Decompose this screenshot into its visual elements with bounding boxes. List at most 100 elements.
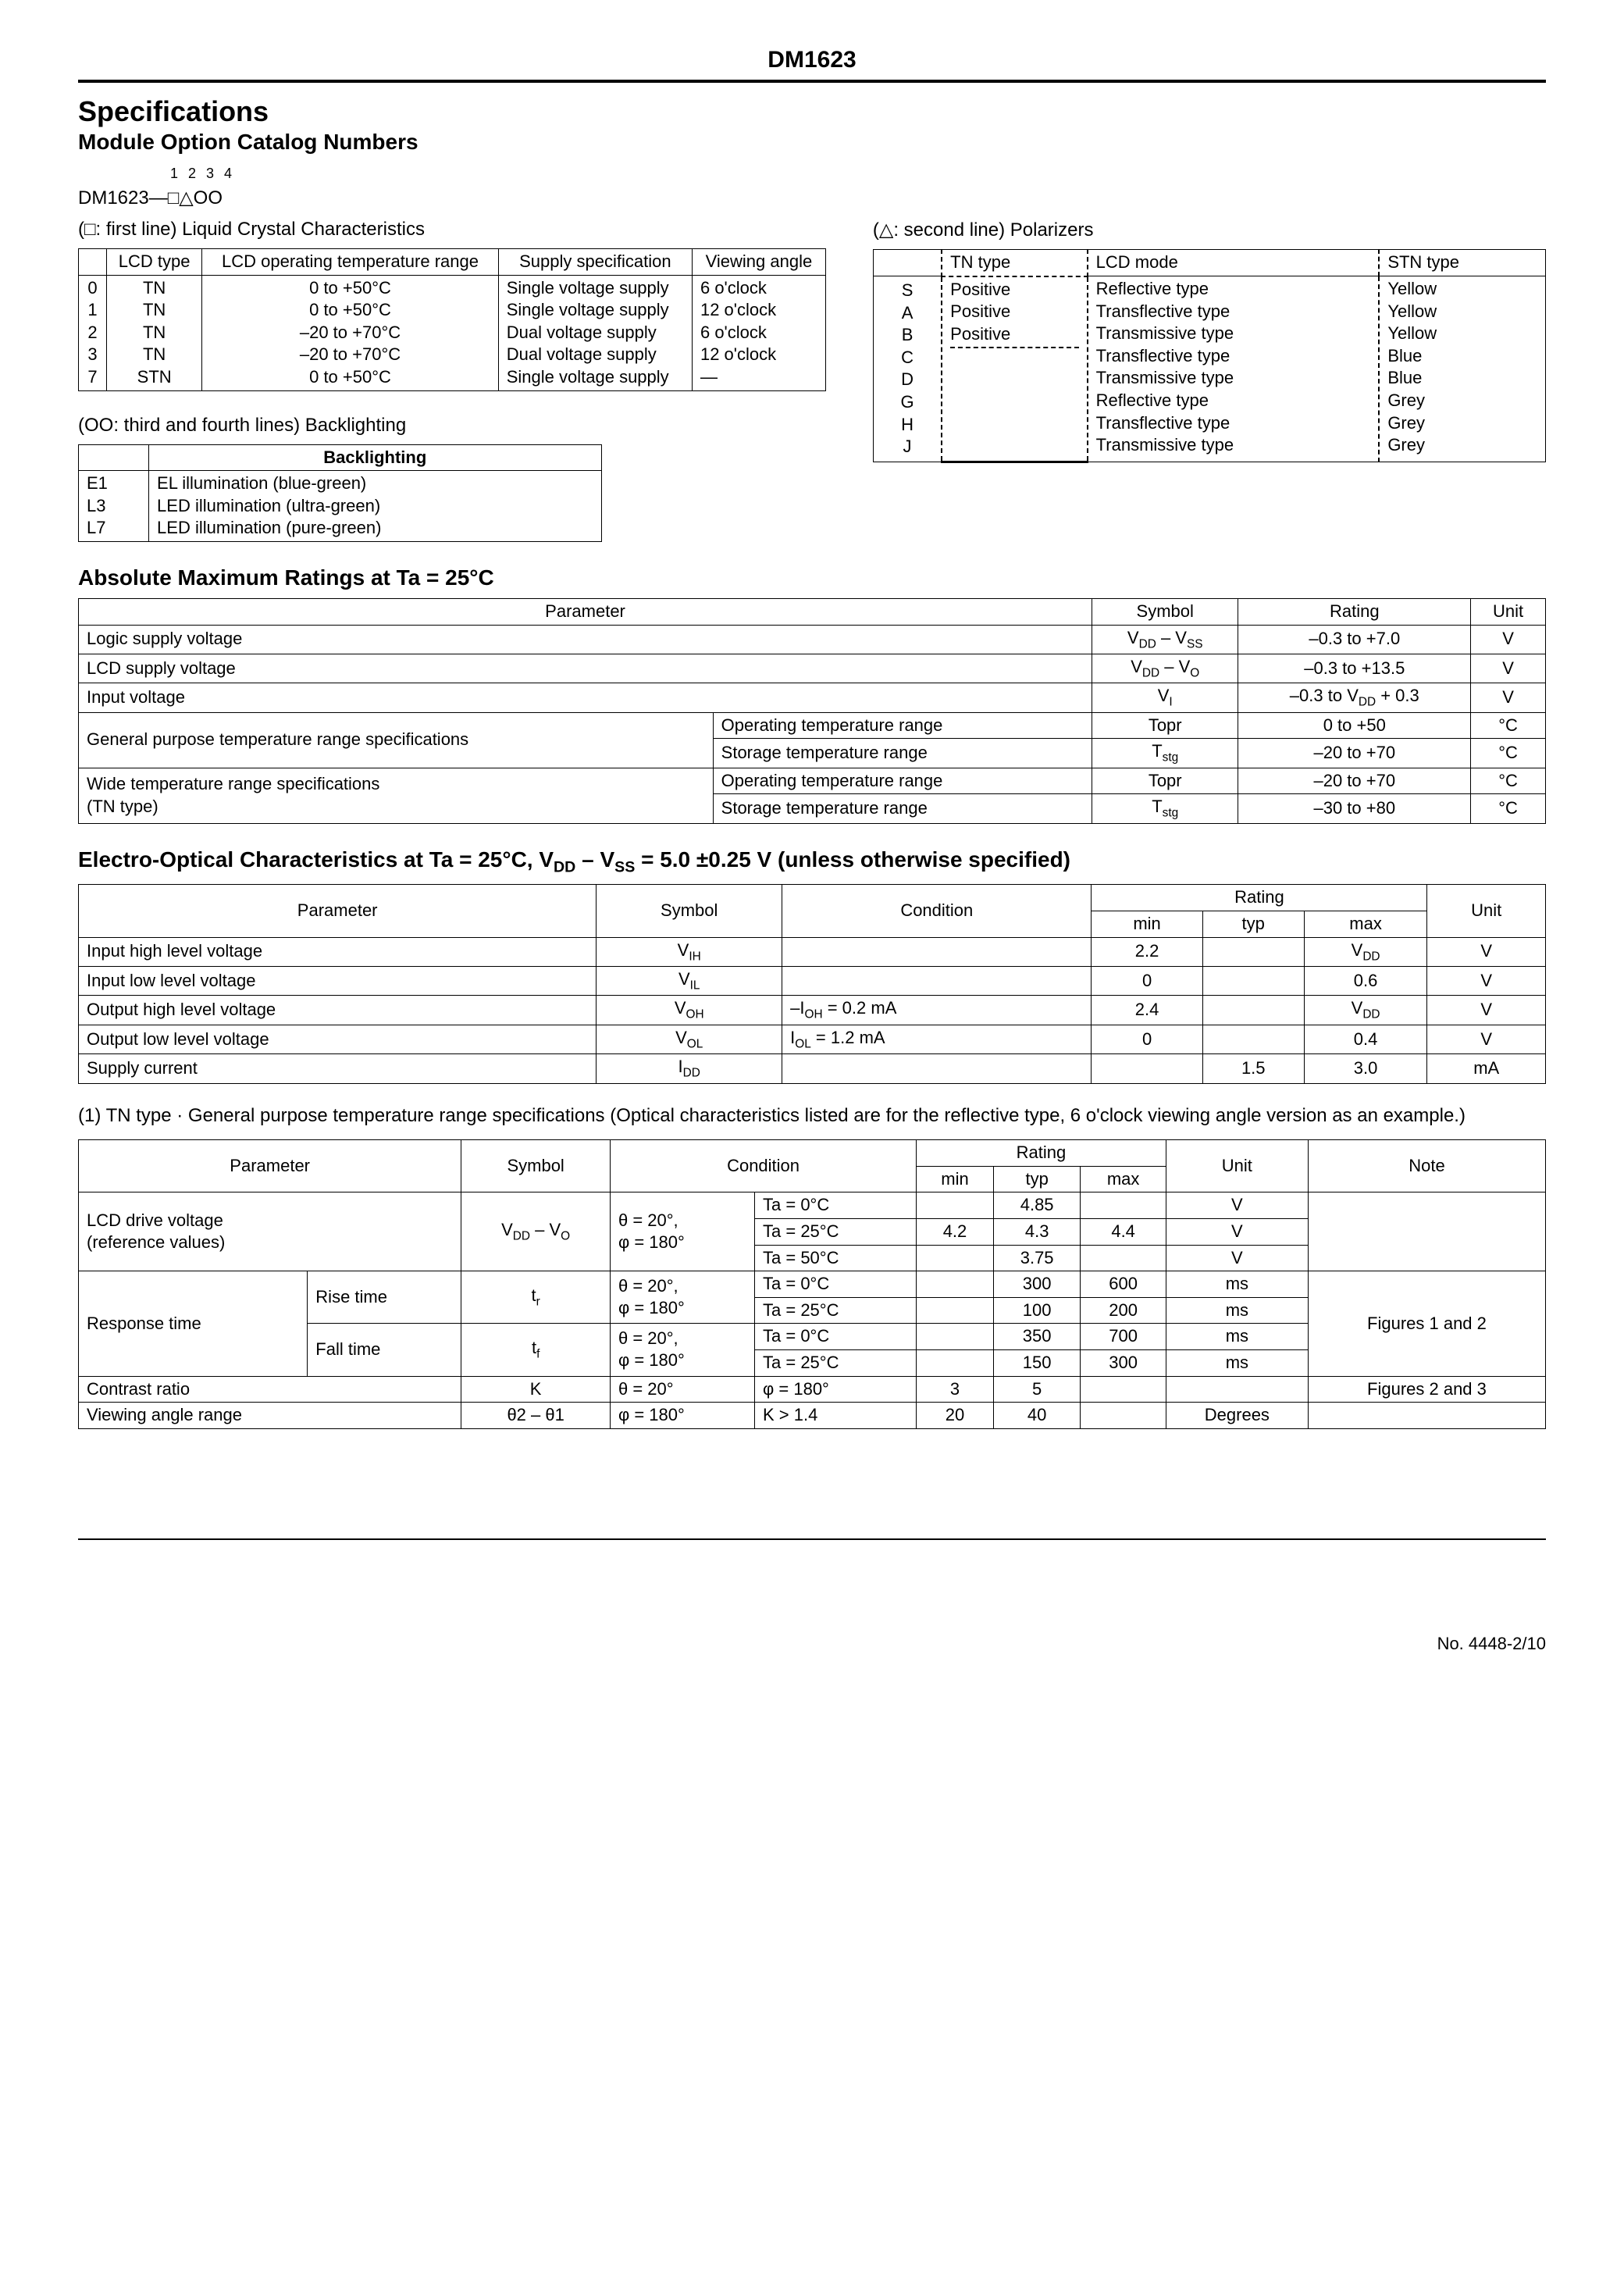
eo2-typ: 300	[993, 1271, 1081, 1298]
abs-rating: –20 to +70	[1238, 739, 1471, 768]
eo2-unit: V	[1166, 1218, 1308, 1245]
eo2-unit: ms	[1166, 1297, 1308, 1324]
eo1-param: Supply current	[79, 1054, 597, 1083]
abs-unit: °C	[1471, 739, 1546, 768]
abs-param: Logic supply voltage	[79, 625, 1092, 654]
eo2-cond-temp: Ta = 25°C	[755, 1218, 917, 1245]
eo2-max: 700	[1081, 1324, 1166, 1350]
eo2-min: 20	[917, 1403, 994, 1429]
eo1-min: 0	[1092, 1025, 1202, 1053]
abs-unit: °C	[1471, 712, 1546, 739]
lcd-key: 0	[87, 277, 98, 300]
eo1-max: VDD	[1304, 996, 1427, 1025]
eo2-cond-temp: Ta = 50°C	[755, 1245, 917, 1271]
eo2-param: Contrast ratio	[79, 1376, 461, 1403]
eo2-max: 600	[1081, 1271, 1166, 1298]
eo1-sym: VOL	[597, 1025, 782, 1053]
lcd-supply: Single voltage supply	[507, 299, 684, 322]
abs-rating: –0.3 to +7.0	[1238, 625, 1471, 654]
catalog-digits: 1 2 3 4	[170, 166, 1624, 182]
eo2-param: Response time	[79, 1271, 308, 1376]
lcd-characteristics-table: LCD type LCD operating temperature range…	[78, 248, 826, 391]
pol-tn: Positive	[950, 323, 1078, 349]
eo2-sh-min: min	[917, 1166, 994, 1192]
eo1-min: 2.4	[1092, 996, 1202, 1025]
pol-h3: STN type	[1379, 250, 1545, 276]
eo1-h-param: Parameter	[79, 885, 597, 937]
eo2-unit: ms	[1166, 1271, 1308, 1298]
eo2-cond-angle: θ = 20°,φ = 180°	[610, 1324, 754, 1376]
lcd-temp: –20 to +70°C	[210, 344, 490, 366]
eo2-max: 200	[1081, 1297, 1166, 1324]
lcd-key: 7	[87, 366, 98, 389]
eo1-h-rating: Rating	[1092, 885, 1427, 911]
eo2-cond-temp: Ta = 0°C	[755, 1324, 917, 1350]
eo2-cond-temp: Ta = 25°C	[755, 1349, 917, 1376]
pol-stn: Grey	[1387, 390, 1537, 412]
eo1-sh-max: max	[1304, 911, 1427, 937]
eo2-h-note: Note	[1308, 1140, 1545, 1192]
eo1-min: 2.2	[1092, 937, 1202, 966]
eo2-note: Figures 1 and 2	[1308, 1271, 1545, 1376]
eo1-max: 3.0	[1304, 1054, 1427, 1083]
abs-sym: VI	[1092, 683, 1238, 712]
eo2-param: Viewing angle range	[79, 1403, 461, 1429]
eo1-unit: mA	[1427, 1054, 1546, 1083]
abs-sub: Storage temperature range	[713, 794, 1092, 823]
eo1-unit: V	[1427, 1025, 1546, 1053]
eo2-typ: 4.85	[993, 1192, 1081, 1219]
section-title-absolute-max: Absolute Maximum Ratings at Ta = 25°C	[78, 565, 1546, 590]
eo1-h-unit: Unit	[1427, 885, 1546, 937]
abs-param: Input voltage	[79, 683, 1092, 712]
section-title-specifications: Specifications	[78, 95, 1546, 128]
eo1-sym: VIL	[597, 966, 782, 995]
lcd-view: 12 o'clock	[700, 299, 817, 322]
abs-rating: –30 to +80	[1238, 794, 1471, 823]
pol-stn: Yellow	[1387, 323, 1537, 345]
lcd-supply: Dual voltage supply	[507, 322, 684, 344]
caption-backlighting: (OO: third and fourth lines) Backlightin…	[78, 415, 826, 437]
eo2-sym: K	[461, 1376, 611, 1403]
pol-key: A	[885, 302, 930, 325]
abs-unit: °C	[1471, 768, 1546, 794]
lcd-temp: 0 to +50°C	[210, 366, 490, 389]
eo2-typ: 350	[993, 1324, 1081, 1350]
eo1-unit: V	[1427, 937, 1546, 966]
eo1-sym: VIH	[597, 937, 782, 966]
lcd-type: TN	[115, 322, 194, 344]
backlighting-table: Backlighting E1 L3 L7 EL illumination (b…	[78, 444, 602, 542]
abs-unit: °C	[1471, 794, 1546, 823]
eo2-sym: θ2 – θ1	[461, 1403, 611, 1429]
abs-rating: –0.3 to +13.5	[1238, 654, 1471, 683]
lcd-supply: Dual voltage supply	[507, 344, 684, 366]
eo1-param: Output high level voltage	[79, 996, 597, 1025]
eo2-h-rating: Rating	[917, 1140, 1166, 1167]
abs-param: LCD supply voltage	[79, 654, 1092, 683]
eo2-sym: VDD – VO	[461, 1192, 611, 1271]
lcd-h4: Viewing angle	[692, 249, 825, 276]
abs-sub: Operating temperature range	[713, 712, 1092, 739]
eo2-note: Figures 2 and 3	[1308, 1376, 1545, 1403]
lcd-h0	[79, 249, 107, 276]
pol-mode: Transflective type	[1096, 412, 1371, 435]
lcd-view: 6 o'clock	[700, 277, 817, 300]
eo2-typ: 40	[993, 1403, 1081, 1429]
eo1-param: Input low level voltage	[79, 966, 597, 995]
catalog-code: DM1623—□△OO	[78, 187, 1546, 209]
abs-sym: Topr	[1092, 712, 1238, 739]
abs-rating: 0 to +50	[1238, 712, 1471, 739]
lcd-supply: Single voltage supply	[507, 366, 684, 389]
back-key: L7	[87, 517, 141, 540]
abs-sym: Topr	[1092, 768, 1238, 794]
pol-stn: Yellow	[1387, 301, 1537, 323]
lcd-view: 6 o'clock	[700, 322, 817, 344]
pol-tn: Positive	[950, 301, 1078, 323]
eo2-sym: tr	[461, 1271, 611, 1324]
eo1-cond: –IOH = 0.2 mA	[782, 996, 1092, 1025]
eo1-typ: 1.5	[1202, 1054, 1304, 1083]
eo2-cond-temp: φ = 180°	[755, 1376, 917, 1403]
eo2-h-cond: Condition	[610, 1140, 916, 1192]
pol-h1: TN type	[942, 250, 1087, 276]
pol-key: G	[885, 391, 930, 414]
eo2-h-sym: Symbol	[461, 1140, 611, 1192]
